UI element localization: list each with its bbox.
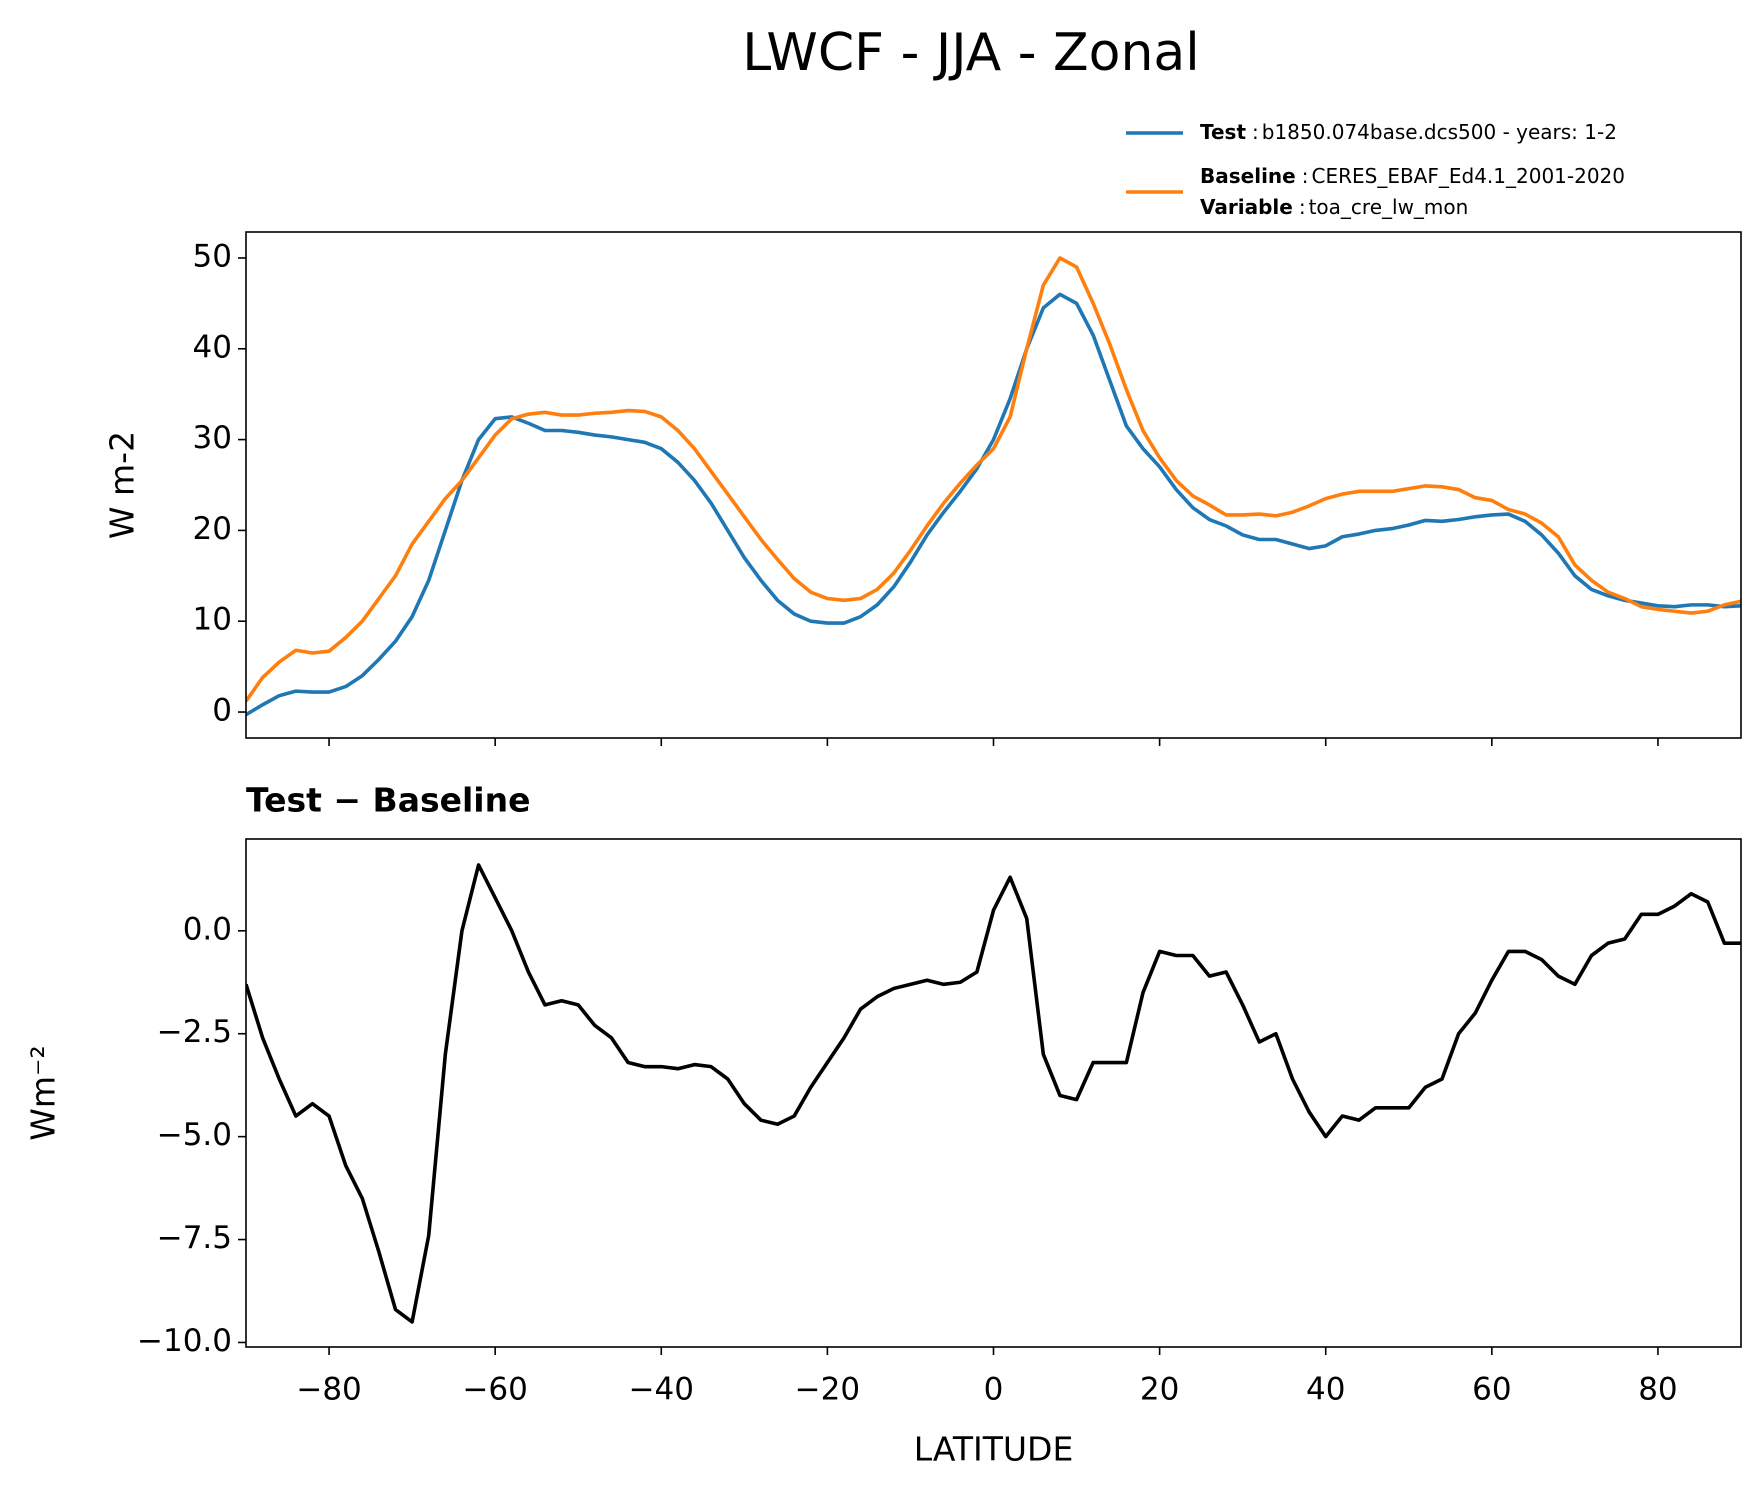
axes-title: Test − Baseline [246,781,531,820]
x-tick-label: −40 [629,1372,694,1408]
x-axis-label: LATITUDE [914,1430,1074,1469]
axes-frame [245,231,1742,739]
x-tick-label: −80 [296,1372,361,1408]
legend-description: CERES_EBAF_Ed4.1_2001-2020 [1311,164,1625,188]
legend-description: toa_cre_lw_mon [1309,195,1469,219]
legend-entry: Baseline: CERES_EBAF_Ed4.1_2001-2020 [1200,164,1625,188]
y-tick-label: 40 [193,329,232,365]
legend-entry: Variable: toa_cre_lw_mon [1200,195,1468,219]
legend-name: Baseline [1200,164,1296,188]
legend-separator: : [1252,120,1259,144]
legend-name: Variable [1200,195,1293,219]
legend-description: b1850.074base.dcs500 - years: 1-2 [1262,120,1617,144]
y-tick-label: 0 [212,693,232,729]
y-tick-label: 30 [193,420,232,456]
y-tick-label: −2.5 [157,1014,232,1050]
x-tick-label: 80 [1638,1372,1677,1408]
series-line [246,863,1741,1324]
series-line [246,256,1741,703]
x-tick-label: −20 [795,1372,860,1408]
series-line [246,292,1741,717]
y-tick-label: 20 [193,511,232,547]
x-tick-label: 0 [984,1372,1004,1408]
y-tick-label: 0.0 [183,911,232,947]
y-axis-label: W m-2 [103,431,142,539]
y-tick-label: −7.5 [157,1220,232,1256]
y-tick-label: −5.0 [157,1117,232,1153]
y-tick-label: 50 [193,238,232,274]
legend-entry: Test: b1850.074base.dcs500 - years: 1-2 [1200,120,1617,144]
x-tick-label: 20 [1140,1372,1179,1408]
figure-title: LWCF - JJA - Zonal [742,23,1200,83]
y-tick-label: −10.0 [137,1323,232,1359]
y-axis-label: Wm⁻² [24,1045,63,1140]
x-tick-label: 40 [1306,1372,1345,1408]
y-tick-label: 10 [193,602,232,638]
legend-name: Test [1200,120,1246,144]
x-tick-label: −60 [462,1372,527,1408]
x-tick-label: 60 [1472,1372,1511,1408]
legend-separator: : [1299,195,1306,219]
legend-separator: : [1302,164,1309,188]
